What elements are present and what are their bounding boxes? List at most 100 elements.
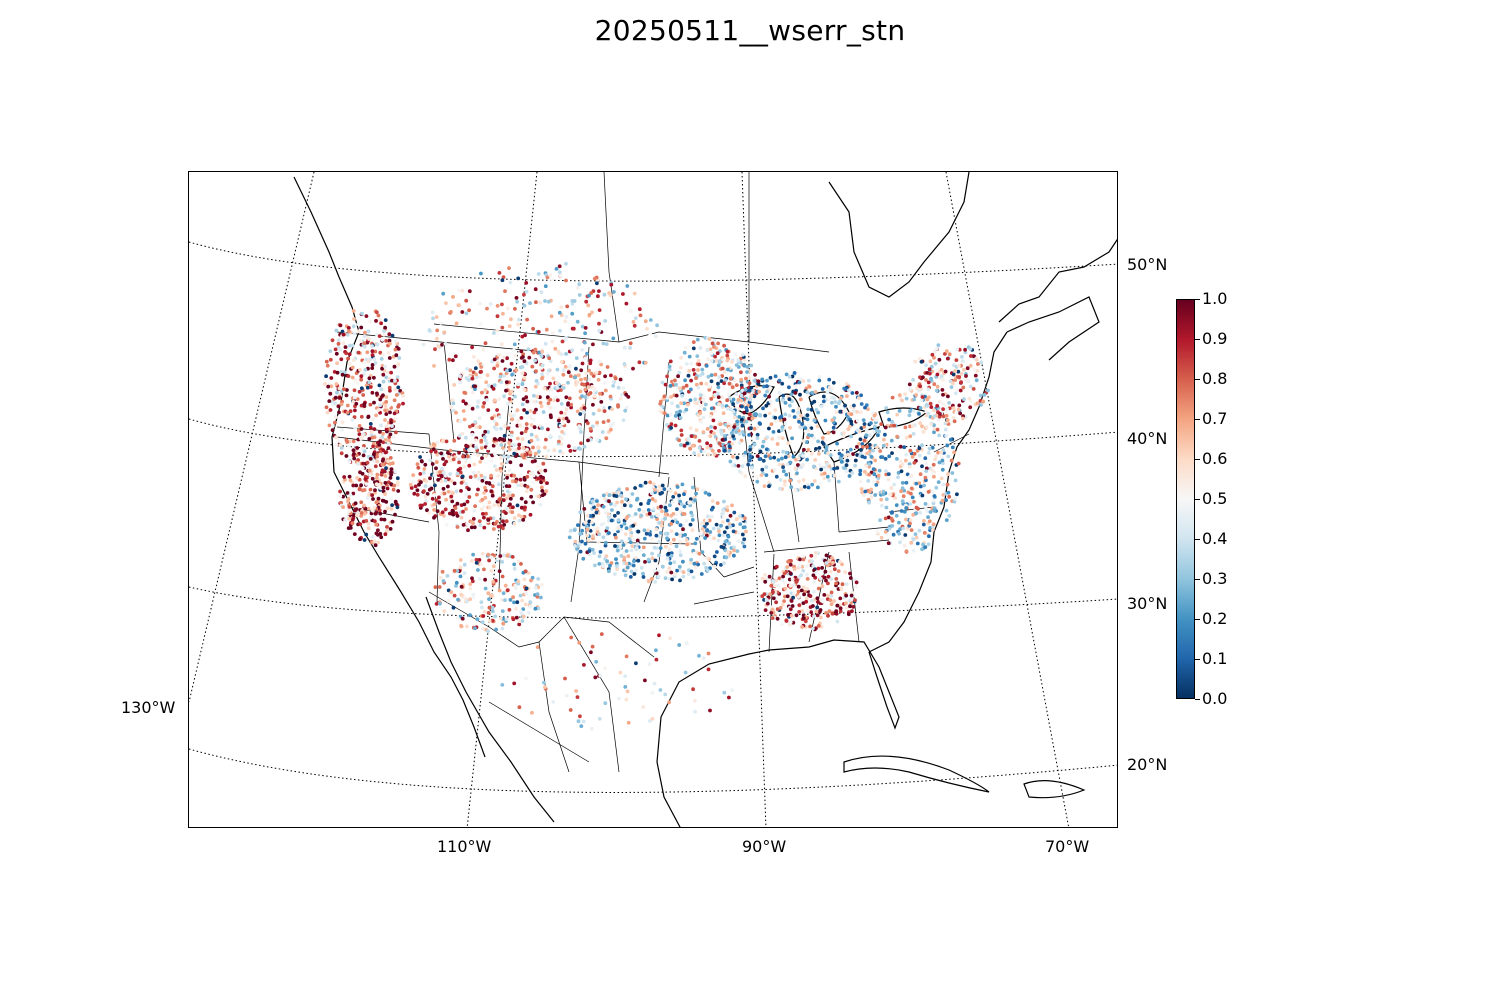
- station-marker: [345, 491, 350, 495]
- station-marker: [441, 486, 446, 491]
- station-marker: [611, 336, 616, 341]
- station-marker: [389, 420, 393, 425]
- station-marker: [662, 487, 667, 491]
- station-marker: [712, 409, 717, 414]
- station-marker: [478, 301, 483, 306]
- station-marker: [681, 527, 685, 532]
- station-marker: [431, 316, 435, 321]
- station-marker: [691, 548, 696, 553]
- station-marker: [778, 606, 783, 610]
- station-marker: [937, 460, 942, 465]
- station-marker: [355, 397, 360, 401]
- station-marker: [823, 438, 828, 443]
- station-marker: [658, 399, 663, 404]
- station-marker: [464, 435, 468, 440]
- station-marker: [351, 358, 356, 362]
- station-marker: [464, 298, 469, 303]
- station-marker: [357, 389, 362, 394]
- station-marker: [395, 482, 400, 487]
- station-marker: [449, 479, 454, 483]
- station-marker: [580, 534, 585, 539]
- station-marker: [827, 559, 831, 563]
- station-marker: [643, 678, 647, 683]
- station-marker: [941, 414, 946, 419]
- station-marker: [369, 429, 374, 434]
- station-marker: [765, 389, 769, 394]
- station-marker: [690, 518, 695, 522]
- station-marker: [835, 603, 840, 608]
- station-marker: [935, 372, 940, 377]
- station-marker: [927, 371, 932, 376]
- station-marker: [365, 385, 370, 390]
- station-marker: [682, 401, 686, 406]
- station-marker: [513, 394, 517, 399]
- station-marker: [714, 522, 719, 527]
- station-marker: [368, 422, 373, 426]
- station-marker: [781, 574, 785, 579]
- station-marker: [360, 466, 365, 471]
- station-marker: [346, 496, 351, 501]
- station-marker: [887, 526, 892, 531]
- station-marker: [745, 408, 749, 413]
- station-marker: [378, 430, 382, 434]
- station-marker: [531, 326, 535, 331]
- station-marker: [519, 416, 524, 420]
- station-marker: [547, 368, 551, 373]
- station-marker: [609, 282, 614, 287]
- station-marker: [597, 408, 601, 413]
- station-marker: [807, 423, 811, 428]
- station-marker: [444, 301, 448, 305]
- station-marker: [450, 499, 455, 504]
- station-marker: [814, 447, 818, 451]
- station-marker: [808, 594, 813, 598]
- station-marker: [765, 378, 769, 383]
- station-marker: [393, 387, 398, 392]
- station-marker: [844, 463, 849, 467]
- station-marker: [359, 436, 363, 441]
- station-marker: [441, 470, 446, 475]
- station-marker: [920, 464, 924, 469]
- station-marker: [663, 576, 668, 580]
- station-marker: [742, 454, 746, 458]
- station-marker: [614, 535, 618, 540]
- station-marker: [501, 498, 506, 503]
- station-marker: [512, 443, 517, 447]
- station-marker: [514, 607, 518, 611]
- station-marker: [631, 523, 636, 528]
- station-marker: [847, 598, 852, 603]
- station-marker: [755, 432, 760, 437]
- station-marker: [610, 508, 614, 512]
- station-marker: [686, 437, 691, 442]
- station-marker: [729, 431, 734, 435]
- station-marker: [828, 388, 833, 393]
- station-marker: [582, 444, 587, 449]
- station-marker: [452, 383, 457, 387]
- station-marker: [784, 372, 789, 377]
- station-marker: [555, 398, 560, 403]
- station-marker: [790, 604, 795, 608]
- station-marker: [560, 339, 565, 344]
- station-marker: [466, 454, 470, 459]
- station-marker: [447, 357, 452, 362]
- station-marker: [473, 387, 477, 391]
- station-marker: [873, 493, 878, 497]
- station-marker: [389, 482, 394, 487]
- station-marker: [576, 373, 581, 378]
- station-marker: [845, 458, 850, 463]
- station-marker: [461, 399, 466, 404]
- station-marker: [578, 447, 582, 451]
- station-marker: [904, 517, 908, 522]
- station-marker: [468, 582, 473, 586]
- station-marker: [889, 438, 894, 443]
- station-marker: [932, 494, 937, 498]
- station-marker: [347, 505, 352, 509]
- station-marker: [490, 609, 495, 614]
- station-marker: [663, 505, 668, 510]
- station-marker: [670, 401, 674, 406]
- station-marker: [335, 370, 340, 375]
- station-marker: [525, 410, 529, 415]
- station-marker: [507, 447, 512, 452]
- station-marker: [559, 442, 564, 446]
- station-marker: [388, 456, 393, 460]
- station-marker: [480, 497, 485, 502]
